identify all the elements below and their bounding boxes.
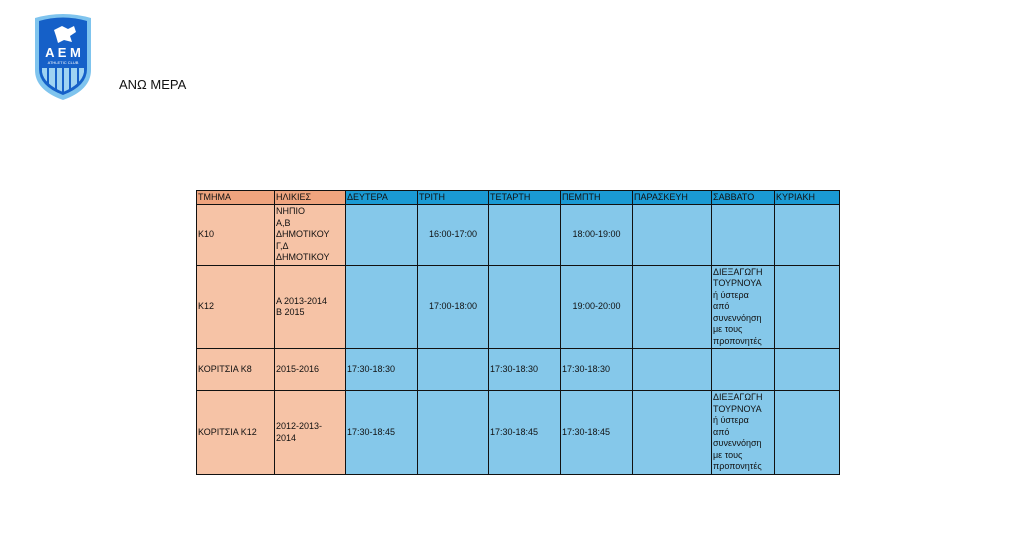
table-cell <box>488 265 561 349</box>
column-header: ΤΜΗΜΑ <box>196 190 275 205</box>
table-cell <box>488 204 561 266</box>
table-cell: ΚΟΡΙΤΣΙΑ Κ12 <box>196 390 275 475</box>
table-cell: ΚΟΡΙΤΣΙΑ Κ8 <box>196 348 275 391</box>
table-cell <box>774 390 840 475</box>
table-cell <box>774 348 840 391</box>
club-logo: A E M ATHLETIC CLUB <box>35 14 91 100</box>
table-cell <box>417 390 489 475</box>
table-cell: 17:30-18:45 <box>345 390 418 475</box>
table-cell: 19:00-20:00 <box>560 265 633 349</box>
schedule-table: ΤΜΗΜΑ ΗΛΙΚΙΕΣ ΔΕΥΤΕΡΑ ΤΡΙΤΗ ΤΕΤΑΡΤΗ ΠΕΜΠΤΗ ΠΑΡ… <box>196 190 840 475</box>
table-cell <box>345 204 418 266</box>
table-row: K12 Α 2013-2014 Β 2015 17:00-18:00 19:00-20:… <box>196 265 840 349</box>
svg-text:ATHLETIC CLUB: ATHLETIC CLUB <box>48 60 79 65</box>
column-header: ΣΑΒΒΑΤΟ <box>711 190 775 205</box>
table-cell <box>417 348 489 391</box>
table-cell: 2015-2016 <box>274 348 346 391</box>
column-header: ΠΑΡΑΣΚΕΥΗ <box>632 190 712 205</box>
column-header: ΚΥΡΙΑΚΗ <box>774 190 840 205</box>
table-cell <box>711 204 775 266</box>
table-cell: 17:30-18:30 <box>560 348 633 391</box>
table-cell <box>345 265 418 349</box>
column-header: ΠΕΜΠΤΗ <box>560 190 633 205</box>
table-cell <box>632 265 712 349</box>
location-title: ΑΝΩ ΜΕΡΑ <box>119 77 187 92</box>
table-cell: 17:30-18:30 <box>345 348 418 391</box>
column-header: ΤΡΙΤΗ <box>417 190 489 205</box>
table-cell: 16:00-17:00 <box>417 204 489 266</box>
table-cell <box>632 348 712 391</box>
table-row: ΚΟΡΙΤΣΙΑ Κ12 2012-2013- 2014 17:30-18:45 17:… <box>196 390 840 475</box>
table-cell: ΔΙΕΞΑΓΩΓΗ ΤΟΥΡΝΟΥΑ ή ύστερα από συνεννόηση με… <box>711 390 775 475</box>
column-header: ΔΕΥΤΕΡΑ <box>345 190 418 205</box>
table-cell: 17:30-18:45 <box>560 390 633 475</box>
table-cell: 2012-2013- 2014 <box>274 390 346 475</box>
table-cell <box>774 204 840 266</box>
table-cell: Α 2013-2014 Β 2015 <box>274 265 346 349</box>
table-cell: 17:30-18:45 <box>488 390 561 475</box>
column-header: ΗΛΙΚΙΕΣ <box>274 190 346 205</box>
table-cell: ΔΙΕΞΑΓΩΓΗ ΤΟΥΡΝΟΥΑ ή ύστερα από συνεννόηση με… <box>711 265 775 349</box>
table-cell: ΝΗΠΙΟ Α,Β ΔΗΜΟΤΙΚΟΥ Γ,Δ ΔΗΜΟΤΙΚΟΥ <box>274 204 346 266</box>
table-cell <box>711 348 775 391</box>
table-cell: 18:00-19:00 <box>560 204 633 266</box>
table-cell: K10 <box>196 204 275 266</box>
table-cell: 17:30-18:30 <box>488 348 561 391</box>
table-row: K10 ΝΗΠΙΟ Α,Β ΔΗΜΟΤΙΚΟΥ Γ,Δ ΔΗΜΟΤΙΚΟΥ 16:00-17… <box>196 204 840 266</box>
table-cell: 17:00-18:00 <box>417 265 489 349</box>
table-cell <box>632 390 712 475</box>
svg-text:A E M: A E M <box>45 45 81 60</box>
table-cell: K12 <box>196 265 275 349</box>
header-row: ΤΜΗΜΑ ΗΛΙΚΙΕΣ ΔΕΥΤΕΡΑ ΤΡΙΤΗ ΤΕΤΑΡΤΗ ΠΕΜΠΤΗ ΠΑΡ… <box>196 190 840 205</box>
table-row: ΚΟΡΙΤΣΙΑ Κ8 2015-2016 17:30-18:30 17:30-18:… <box>196 348 840 391</box>
table-cell <box>774 265 840 349</box>
column-header: ΤΕΤΑΡΤΗ <box>488 190 561 205</box>
table-cell <box>632 204 712 266</box>
